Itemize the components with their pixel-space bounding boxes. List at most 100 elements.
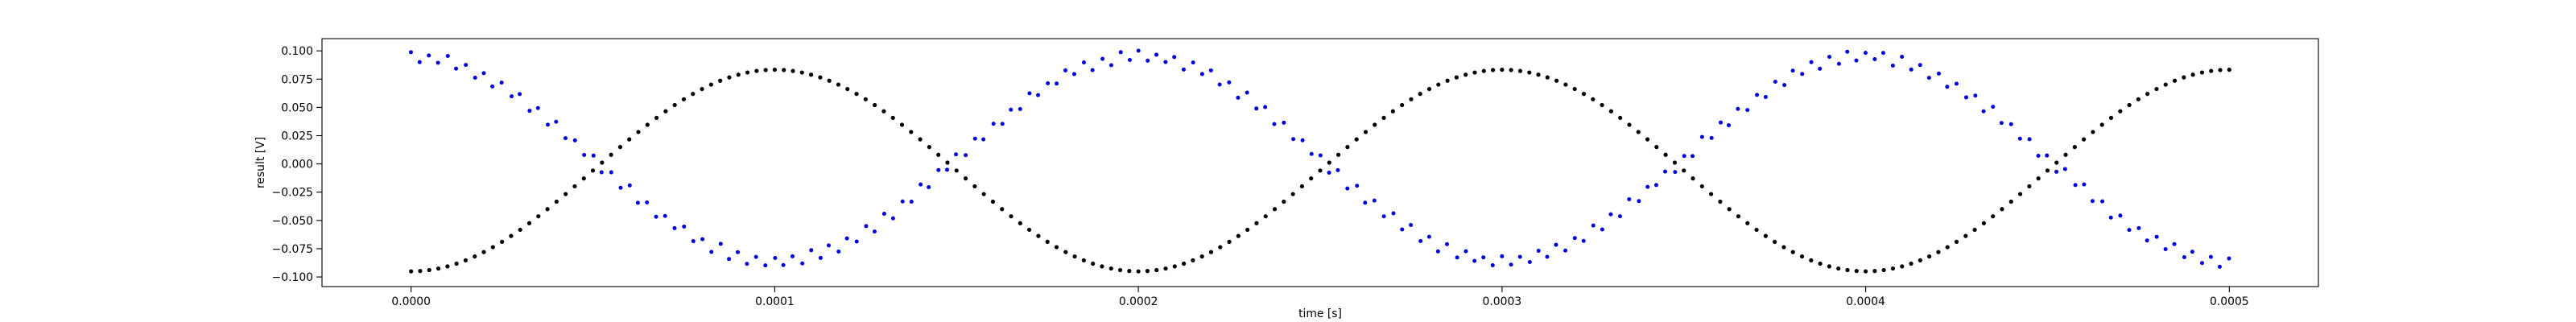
- point-black: [1881, 267, 1886, 273]
- point-blue: [609, 170, 613, 175]
- point-blue: [1617, 214, 1622, 219]
- point-black: [1027, 227, 1032, 233]
- point-blue: [408, 50, 413, 55]
- point-blue: [1964, 95, 1968, 100]
- point-blue: [964, 153, 968, 158]
- point-blue: [700, 237, 705, 242]
- point-blue: [991, 122, 996, 126]
- point-black: [1799, 254, 1805, 259]
- point-black: [1936, 250, 1941, 254]
- point-blue: [1418, 238, 1423, 243]
- point-black: [1472, 70, 1477, 75]
- point-black: [1618, 115, 1623, 121]
- point-black: [700, 86, 704, 92]
- point-black: [564, 192, 568, 196]
- point-black: [1318, 168, 1323, 173]
- point-blue: [1481, 255, 1486, 260]
- point-black: [909, 130, 914, 134]
- point-black: [1081, 258, 1086, 262]
- point-black: [2209, 68, 2214, 73]
- y-tick-label: −0.025: [272, 187, 313, 200]
- point-black: [708, 82, 713, 87]
- point-black: [663, 109, 668, 114]
- point-blue: [1272, 122, 1277, 126]
- point-black: [1309, 176, 1314, 181]
- point-black: [627, 137, 632, 142]
- point-blue: [645, 200, 650, 204]
- point-black: [1072, 254, 1077, 259]
- point-blue: [691, 239, 696, 244]
- point-black: [1591, 97, 1596, 101]
- point-blue: [1363, 200, 1368, 205]
- point-blue: [844, 236, 849, 241]
- point-black: [782, 68, 786, 72]
- point-black: [1682, 168, 1686, 173]
- point-black: [1773, 239, 1777, 244]
- point-blue: [1036, 93, 1041, 97]
- point-blue: [582, 152, 587, 157]
- point-black: [2099, 122, 2104, 127]
- point-black: [890, 115, 895, 121]
- point-blue: [1745, 108, 1750, 113]
- point-black: [1199, 254, 1204, 259]
- point-black: [500, 239, 505, 244]
- point-black: [1981, 221, 1987, 225]
- x-tick-label: 0.0003: [1483, 295, 1522, 308]
- point-black: [1663, 152, 1668, 157]
- point-blue: [1355, 184, 1360, 188]
- point-black: [518, 227, 522, 233]
- point-blue: [1782, 83, 1787, 88]
- point-blue: [1400, 227, 1405, 232]
- point-blue: [854, 239, 859, 244]
- plot-area-frame: [321, 38, 2319, 287]
- point-blue: [2163, 247, 2168, 252]
- point-black: [718, 78, 723, 83]
- point-black: [691, 92, 696, 97]
- point-blue: [790, 254, 795, 258]
- point-black: [845, 86, 850, 92]
- y-tick-label: −0.050: [272, 215, 313, 228]
- point-blue: [1945, 85, 1950, 89]
- point-black: [1191, 258, 1195, 262]
- point-blue: [1836, 61, 1841, 66]
- point-blue: [1763, 94, 1768, 99]
- point-blue: [2145, 238, 2149, 243]
- point-blue: [2227, 256, 2231, 261]
- point-black: [1627, 122, 1632, 127]
- point-blue: [1435, 249, 1440, 254]
- point-blue: [2127, 228, 2132, 233]
- point-blue: [1199, 72, 1204, 76]
- y-tick-label: −0.075: [272, 243, 313, 256]
- point-blue: [499, 80, 504, 85]
- y-tick-label: 0.050: [281, 101, 313, 114]
- point-black: [1517, 68, 1523, 73]
- point-blue: [1709, 135, 1714, 140]
- point-blue: [2090, 199, 2095, 204]
- point-black: [1091, 261, 1096, 266]
- point-black: [836, 82, 841, 87]
- point-blue: [1055, 81, 1059, 86]
- point-blue: [773, 255, 778, 260]
- point-blue: [1936, 71, 1941, 76]
- point-black: [1236, 233, 1241, 238]
- point-black: [881, 109, 886, 114]
- y-axis-label: result [V]: [254, 137, 267, 188]
- y-tick-label: 0.025: [281, 130, 313, 143]
- point-blue: [1000, 122, 1005, 126]
- point-black: [818, 75, 823, 80]
- point-blue: [1254, 106, 1259, 111]
- point-black: [1909, 261, 1913, 266]
- point-blue: [1381, 214, 1386, 219]
- point-black: [1608, 109, 1613, 114]
- point-blue: [1790, 68, 1795, 73]
- point-black: [736, 72, 741, 77]
- point-black: [2163, 82, 2168, 87]
- point-blue: [836, 249, 841, 254]
- point-blue: [2217, 264, 2222, 269]
- point-blue: [436, 60, 440, 65]
- point-black: [1763, 233, 1768, 238]
- point-blue: [1018, 107, 1022, 112]
- point-black: [1327, 160, 1331, 165]
- point-black: [454, 261, 459, 266]
- point-blue: [1263, 105, 1268, 109]
